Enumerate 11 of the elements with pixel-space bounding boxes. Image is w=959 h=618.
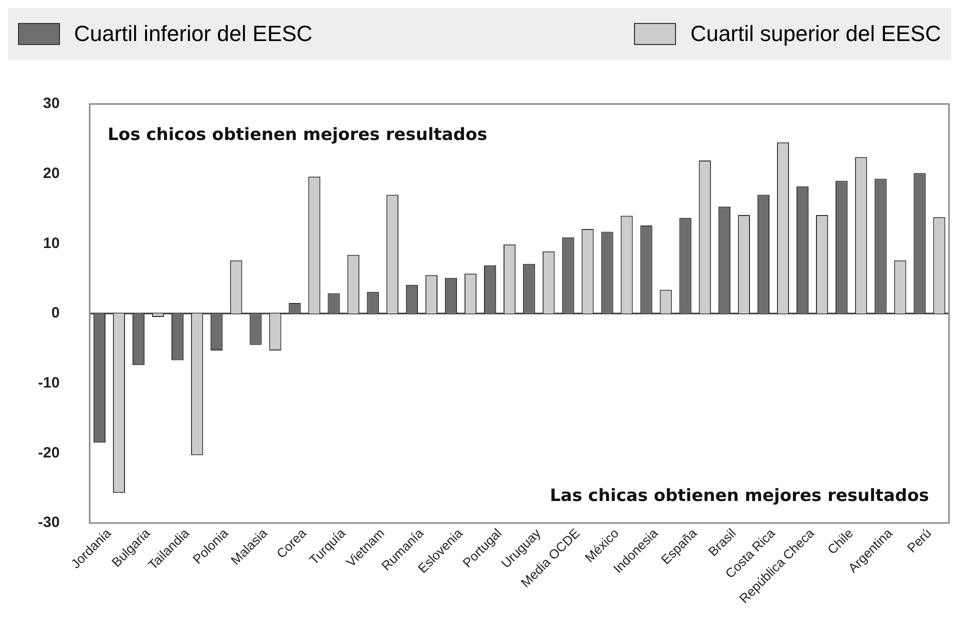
y-tick-label: 30 xyxy=(42,95,60,112)
legend-label: Cuartil inferior del EESC xyxy=(74,21,312,47)
y-tick-label: -20 xyxy=(38,444,60,462)
annotation: Las chicas obtienen mejores resultados xyxy=(550,486,929,506)
legend-label: Cuartil superior del EESC xyxy=(690,21,941,47)
y-tick-label: -10 xyxy=(38,374,60,392)
y-tick-label: 20 xyxy=(42,164,60,182)
annotation: Los chicos obtienen mejores resultados xyxy=(108,125,488,145)
y-tick-label: -30 xyxy=(38,514,60,532)
y-tick-label: 0 xyxy=(51,304,60,322)
y-tick-label: 10 xyxy=(42,234,60,252)
